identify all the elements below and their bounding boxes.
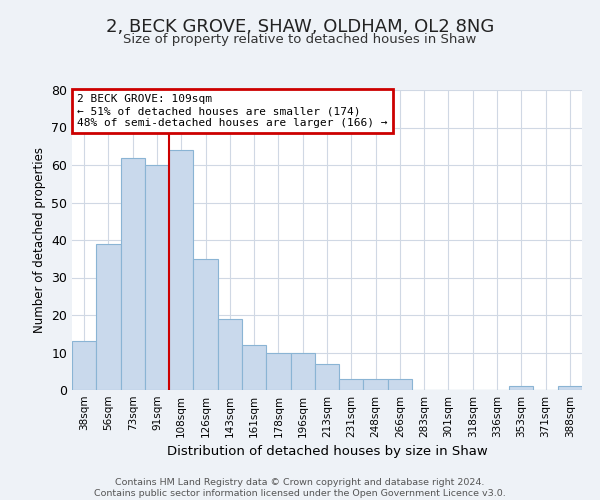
Bar: [145, 165, 169, 390]
Bar: [218, 319, 242, 390]
Bar: [509, 386, 533, 390]
Bar: [315, 364, 339, 390]
Bar: [339, 379, 364, 390]
Text: Contains HM Land Registry data © Crown copyright and database right 2024.
Contai: Contains HM Land Registry data © Crown c…: [94, 478, 506, 498]
Text: 2, BECK GROVE, SHAW, OLDHAM, OL2 8NG: 2, BECK GROVE, SHAW, OLDHAM, OL2 8NG: [106, 18, 494, 36]
Bar: [193, 259, 218, 390]
Bar: [96, 244, 121, 390]
Bar: [242, 345, 266, 390]
Bar: [364, 379, 388, 390]
Bar: [558, 386, 582, 390]
Y-axis label: Number of detached properties: Number of detached properties: [32, 147, 46, 333]
Bar: [72, 341, 96, 390]
Text: 2 BECK GROVE: 109sqm
← 51% of detached houses are smaller (174)
48% of semi-deta: 2 BECK GROVE: 109sqm ← 51% of detached h…: [77, 94, 388, 128]
Text: Size of property relative to detached houses in Shaw: Size of property relative to detached ho…: [124, 32, 476, 46]
Bar: [121, 158, 145, 390]
X-axis label: Distribution of detached houses by size in Shaw: Distribution of detached houses by size …: [167, 446, 487, 458]
Bar: [266, 352, 290, 390]
Bar: [290, 352, 315, 390]
Bar: [169, 150, 193, 390]
Bar: [388, 379, 412, 390]
